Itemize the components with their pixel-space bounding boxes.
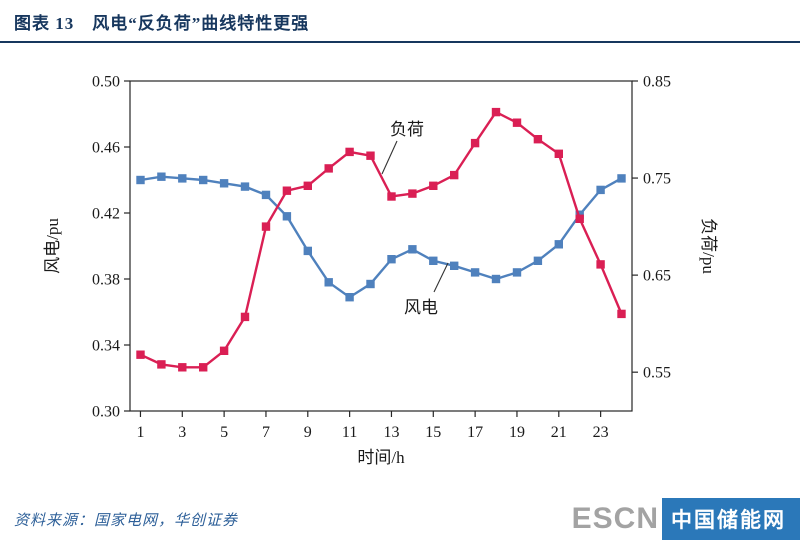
x-axis-tick-label: 15: [425, 424, 441, 441]
load-series-marker: [533, 135, 543, 144]
load-series-marker: [199, 363, 208, 372]
load-series-marker: [324, 164, 333, 173]
load-series-marker: [261, 222, 271, 231]
load-series-marker: [429, 181, 438, 190]
right-axis-tick-label: 0.65: [643, 268, 671, 285]
right-axis-tick-label: 0.85: [643, 74, 671, 91]
left-axis-tick-label: 0.42: [92, 206, 120, 223]
x-axis-title: 时间/h: [357, 448, 405, 467]
load-series-marker: [512, 118, 522, 127]
escn-logo: ESCN 中国储能网: [572, 498, 800, 540]
x-axis-tick-label: 7: [262, 424, 270, 441]
load-series-marker: [303, 181, 312, 190]
x-axis-tick-label: 19: [509, 424, 525, 441]
wind-series-marker: [303, 246, 312, 256]
wind-series-marker: [261, 190, 271, 200]
wind-series-marker: [429, 256, 438, 265]
load-series-marker: [575, 214, 584, 223]
wind-series-line: [140, 175, 623, 299]
x-axis-tick-label: 13: [383, 424, 399, 441]
load-series-marker: [240, 312, 250, 322]
load-series-marker: [157, 360, 166, 369]
x-axis-tick-label: 9: [304, 424, 312, 441]
load-series-line: [139, 110, 623, 369]
wind-series-marker: [324, 278, 333, 287]
x-axis-tick-label: 11: [342, 424, 357, 441]
load-series-marker: [345, 147, 354, 157]
load-series-marker: [387, 192, 396, 201]
annotation-wind-label: 风电: [404, 298, 438, 317]
footer: 资料来源：国家电网，华创证券 ESCN 中国储能网: [0, 488, 800, 550]
right-axis-tick-label: 0.75: [643, 171, 671, 188]
wind-series-marker: [136, 175, 145, 185]
wind-series-marker: [596, 185, 605, 195]
wind-series-marker: [282, 212, 292, 221]
load-series-marker: [178, 363, 187, 372]
load-series-marker: [366, 151, 375, 160]
title-divider: [0, 41, 800, 43]
x-axis-tick-label: 23: [593, 424, 609, 441]
load-series-marker: [136, 350, 145, 359]
annotation-wind-leader: [433, 262, 449, 293]
dual-axis-line-chart: 0.30 0.34 0.38 0.42 0.46 0.50 0.55 0.65 0.75 0.85…: [0, 43, 800, 488]
annotation-load-leader: [381, 140, 398, 175]
load-series-marker: [219, 346, 229, 355]
wind-series-marker: [345, 293, 354, 302]
wind-series-marker: [219, 179, 229, 188]
wind-series-marker: [199, 175, 208, 185]
chart-frame: [129, 80, 633, 412]
wind-series-marker: [533, 256, 543, 265]
left-axis-tick-label: 0.50: [92, 74, 120, 91]
wind-series-marker: [178, 174, 187, 183]
chart-title: 图表 13 风电“反负荷”曲线特性更强: [14, 14, 310, 33]
wind-series-marker: [554, 240, 563, 249]
load-series-marker: [450, 170, 459, 180]
source-note: 资料来源：国家电网，华创证券: [14, 512, 239, 529]
left-axis-tick-label: 0.46: [92, 140, 120, 157]
x-axis-tick-label: 21: [551, 424, 567, 441]
wind-series-marker: [450, 261, 459, 270]
wind-series-marker: [387, 255, 396, 264]
wind-series-marker: [491, 274, 501, 284]
wind-series-marker: [240, 182, 250, 191]
chart-header: 图表 13 风电“反负荷”曲线特性更强: [0, 9, 800, 43]
wind-series-marker: [157, 172, 166, 181]
wind-series-marker: [512, 268, 522, 277]
report-page: 图表 13 风电“反负荷”曲线特性更强 0.30 0.34 0.38 0.42 0.46…: [0, 9, 800, 559]
annotation-load-label: 负荷: [390, 120, 424, 139]
x-axis-tick-label: 1: [136, 424, 144, 441]
x-axis-tick-label: 3: [178, 424, 186, 441]
load-series-marker: [554, 149, 563, 158]
left-axis-title: 风电/pu: [43, 218, 62, 274]
x-axis-tick-label: 17: [467, 424, 483, 441]
load-series-marker: [408, 189, 417, 198]
load-series-marker: [596, 260, 605, 269]
wind-series-marker: [617, 174, 626, 183]
left-axis-tick-label: 0.34: [92, 338, 120, 355]
load-series-marker: [470, 138, 480, 148]
chart-svg: 0.30 0.34 0.38 0.42 0.46 0.50 0.55 0.65 0.75 0.85…: [43, 74, 718, 468]
right-axis-tick-label: 0.55: [643, 365, 671, 382]
left-axis-tick-label: 0.30: [92, 404, 120, 421]
x-axis-tick-label: 5: [220, 424, 228, 441]
wind-series-marker: [470, 268, 480, 277]
load-series-marker: [282, 186, 292, 195]
wind-series-marker: [408, 245, 417, 254]
escn-logo-cn-text: 中国储能网: [662, 498, 800, 540]
wind-series-marker: [366, 279, 375, 289]
right-axis-title: 负荷/pu: [699, 218, 718, 274]
left-axis-tick-label: 0.38: [92, 272, 120, 289]
escn-logo-text: ESCN: [571, 502, 659, 535]
load-series-marker: [617, 309, 626, 319]
load-series-marker: [491, 107, 501, 117]
